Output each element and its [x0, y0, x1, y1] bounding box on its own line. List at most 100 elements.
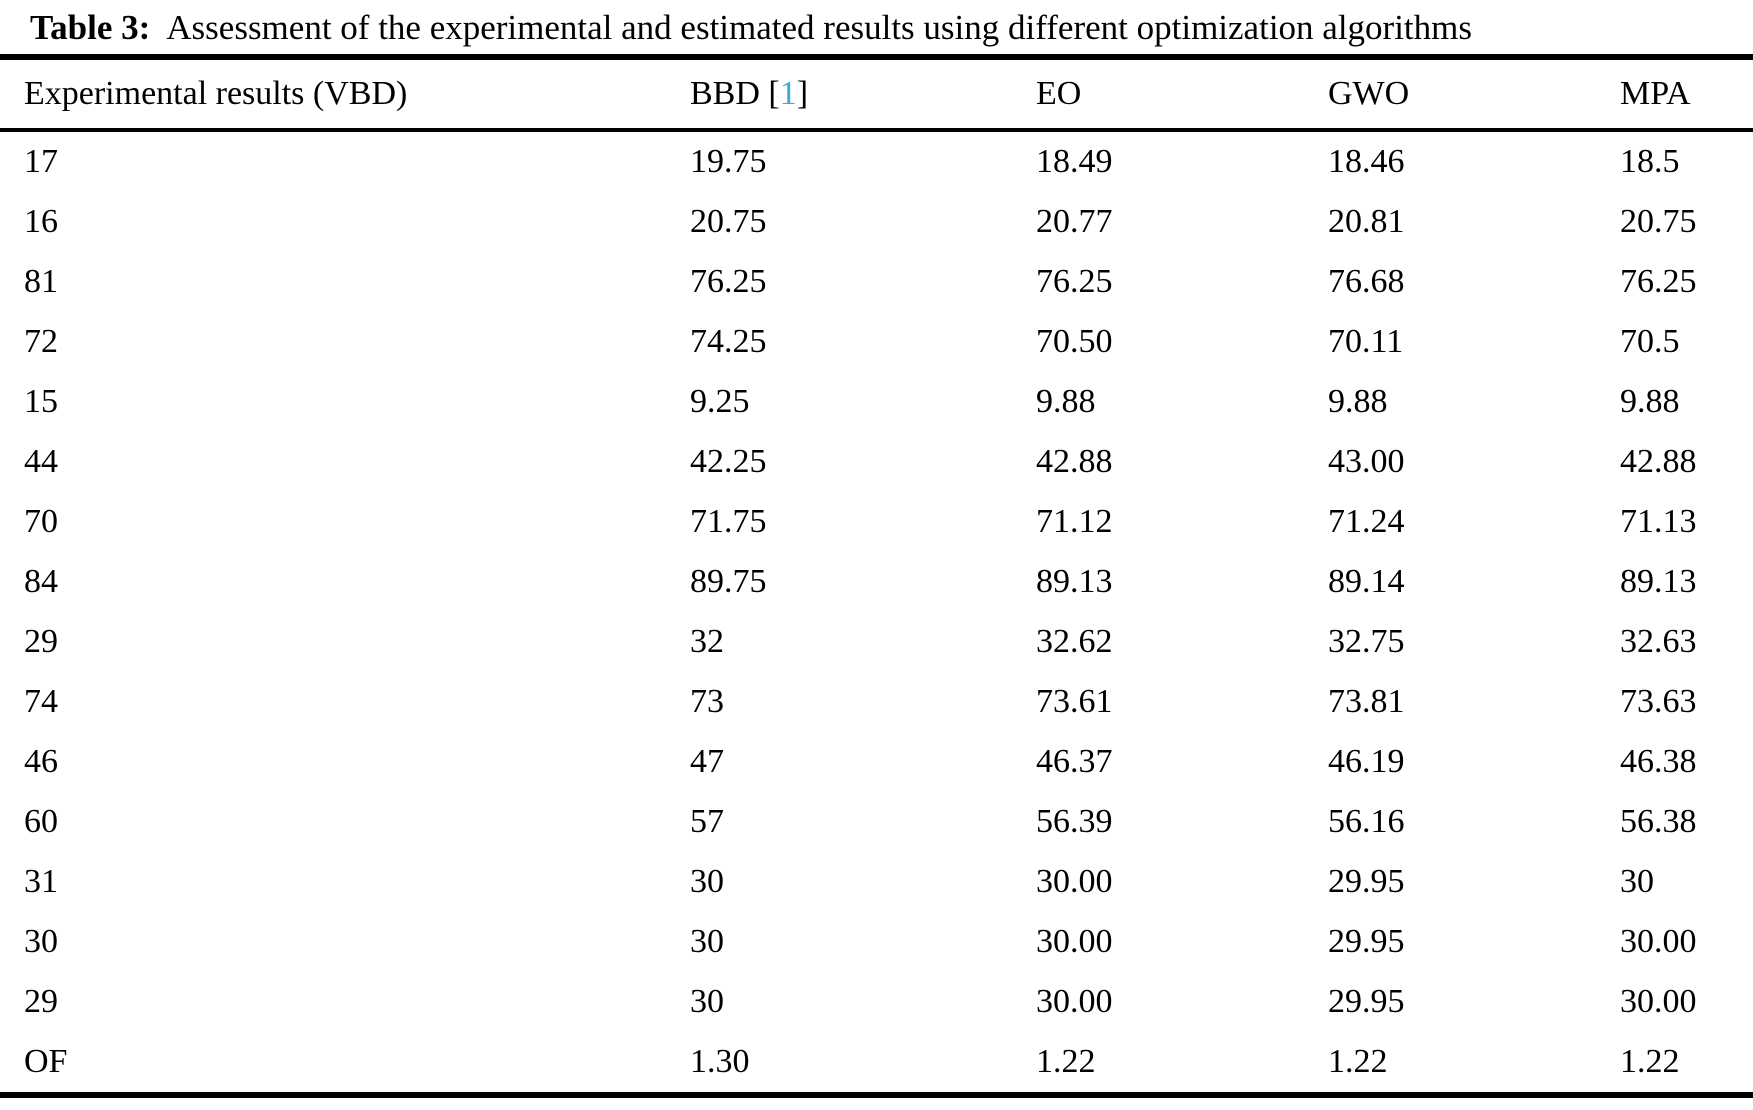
column-header-experimental-results: Experimental results (VBD) [0, 57, 666, 132]
table-cell: 29 [24, 983, 58, 1020]
table-cell: 32 [690, 623, 724, 660]
table-cell: 76.68 [1328, 263, 1405, 300]
table-cell: 60 [24, 803, 58, 840]
table-cell: 74.25 [690, 323, 767, 360]
table-cell: 73.63 [1620, 683, 1697, 720]
table-cell: 70.11 [1328, 323, 1404, 360]
table-cell: 70.50 [1036, 323, 1113, 360]
table-row: 31 30 30.00 29.95 30 [0, 852, 1753, 912]
table-cell: 1.22 [1328, 1043, 1388, 1080]
table-cell: 16 [24, 203, 58, 240]
column-header-bbd: BBD [1] [666, 57, 1012, 132]
table-cell: 30 [1620, 863, 1654, 900]
table-cell: 89.14 [1328, 563, 1405, 600]
table-cell: 32.75 [1328, 623, 1405, 660]
table-row: OF 1.30 1.22 1.22 1.22 [0, 1032, 1753, 1095]
table-cell: 57 [690, 803, 724, 840]
table-cell: 32.62 [1036, 623, 1113, 660]
table-cell: 18.49 [1036, 143, 1113, 180]
table-cell: 81 [24, 263, 58, 300]
table-cell: 30.00 [1036, 983, 1113, 1020]
table-cell: 46.19 [1328, 743, 1405, 780]
table-cell: 46.37 [1036, 743, 1113, 780]
table-cell: 29 [24, 623, 58, 660]
table-cell: 30 [690, 863, 724, 900]
table-cell: 1.30 [690, 1043, 750, 1080]
table-cell: 73.61 [1036, 683, 1113, 720]
table-cell: 89.13 [1036, 563, 1113, 600]
table-cell: 46.38 [1620, 743, 1697, 780]
table-row: 74 73 73.61 73.81 73.63 [0, 672, 1753, 732]
table-cell: 20.81 [1328, 203, 1405, 240]
table-row: 17 19.75 18.49 18.46 18.5 [0, 130, 1753, 192]
table-cell: 43.00 [1328, 443, 1405, 480]
table-cell: 89.75 [690, 563, 767, 600]
column-header-mpa: MPA [1596, 57, 1753, 132]
table-cell: 42.88 [1620, 443, 1697, 480]
table-cell: 30.00 [1620, 983, 1697, 1020]
table-cell: 76.25 [1620, 263, 1697, 300]
table-cell: 73 [690, 683, 724, 720]
table-cell: 9.88 [1620, 383, 1680, 420]
table-cell: 20.77 [1036, 203, 1113, 240]
table-cell: 29.95 [1328, 983, 1405, 1020]
table-row: 15 9.25 9.88 9.88 9.88 [0, 372, 1753, 432]
table-cell: 30 [690, 983, 724, 1020]
table-cell: 70 [24, 503, 58, 540]
citation-link-1[interactable]: 1 [779, 75, 797, 112]
table-cell: OF [24, 1043, 68, 1080]
table-cell: 9.88 [1328, 383, 1388, 420]
table-cell: 71.12 [1036, 503, 1113, 540]
table-row: 29 32 32.62 32.75 32.63 [0, 612, 1753, 672]
table-cell: 72 [24, 323, 58, 360]
table-cell: 47 [690, 743, 724, 780]
table-cell: 56.39 [1036, 803, 1113, 840]
table-cell: 56.38 [1620, 803, 1697, 840]
table-cell: 9.25 [690, 383, 750, 420]
column-header-gwo: GWO [1304, 57, 1596, 132]
table-cell: 71.24 [1328, 503, 1405, 540]
table-cell: 1.22 [1620, 1043, 1680, 1080]
table-header-row: Experimental results (VBD) BBD [1] EO GW… [0, 57, 1753, 132]
table-cell: 20.75 [690, 203, 767, 240]
table-cell: 74 [24, 683, 58, 720]
table-row: 81 76.25 76.25 76.68 76.25 [0, 252, 1753, 312]
table-row: 29 30 30.00 29.95 30.00 [0, 972, 1753, 1032]
table-cell: 9.88 [1036, 383, 1096, 420]
table-cell: 44 [24, 443, 58, 480]
table-cell: 31 [24, 863, 58, 900]
table-cell: 20.75 [1620, 203, 1697, 240]
table-row: 72 74.25 70.50 70.11 70.5 [0, 312, 1753, 372]
table-cell: 15 [24, 383, 58, 420]
table-row: 46 47 46.37 46.19 46.38 [0, 732, 1753, 792]
table-cell: 30 [24, 923, 58, 960]
table-cell: 17 [24, 143, 58, 180]
table-cell: 76.25 [690, 263, 767, 300]
table-cell: 30.00 [1620, 923, 1697, 960]
table-caption-text: Assessment of the experimental and estim… [166, 8, 1472, 47]
table-cell: 56.16 [1328, 803, 1405, 840]
column-header-bbd-text: BBD [ [690, 75, 780, 112]
table-caption-label: Table 3: [30, 8, 151, 47]
table-cell: 71.13 [1620, 503, 1697, 540]
table-cell: 30 [690, 923, 724, 960]
column-header-eo: EO [1012, 57, 1304, 132]
table-cell: 29.95 [1328, 863, 1405, 900]
table-row: 44 42.25 42.88 43.00 42.88 [0, 432, 1753, 492]
table-caption: Table 3: Assessment of the experimental a… [0, 0, 1753, 54]
table-cell: 30.00 [1036, 863, 1113, 900]
table-cell: 18.46 [1328, 143, 1405, 180]
column-header-bbd-bracket: ] [796, 75, 809, 112]
table-row: 60 57 56.39 56.16 56.38 [0, 792, 1753, 852]
table-row: 30 30 30.00 29.95 30.00 [0, 912, 1753, 972]
table-cell: 30.00 [1036, 923, 1113, 960]
table-row: 84 89.75 89.13 89.14 89.13 [0, 552, 1753, 612]
table-cell: 19.75 [690, 143, 767, 180]
table-cell: 89.13 [1620, 563, 1697, 600]
table-cell: 70.5 [1620, 323, 1680, 360]
table-cell: 42.25 [690, 443, 767, 480]
table-cell: 46 [24, 743, 58, 780]
table-cell: 84 [24, 563, 58, 600]
table-row: 16 20.75 20.77 20.81 20.75 [0, 192, 1753, 252]
table-cell: 18.5 [1620, 143, 1680, 180]
